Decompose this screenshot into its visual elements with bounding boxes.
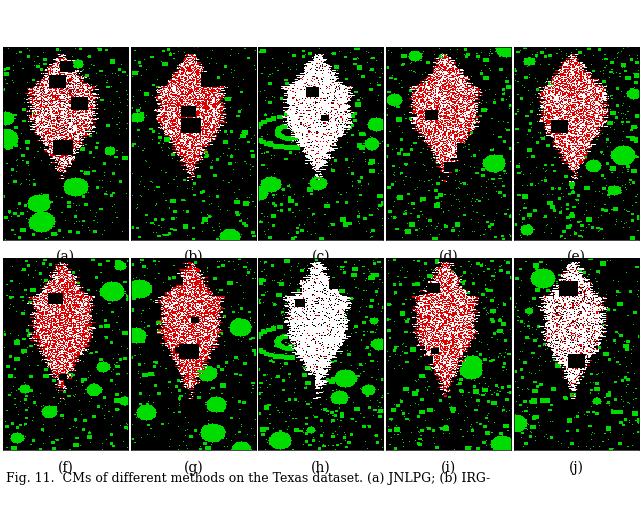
- Text: (d): (d): [438, 249, 458, 264]
- Text: (c): (c): [312, 249, 330, 264]
- Text: (g): (g): [184, 460, 204, 474]
- Text: (i): (i): [441, 460, 456, 473]
- Text: (a): (a): [56, 249, 76, 264]
- Text: (f): (f): [58, 460, 74, 473]
- Text: Fig. 11.  CMs of different methods on the Texas dataset. (a) JNLPG; (b) IRG-: Fig. 11. CMs of different methods on the…: [6, 471, 491, 484]
- Text: (e): (e): [566, 249, 586, 264]
- Text: (b): (b): [184, 249, 203, 264]
- Text: (j): (j): [569, 460, 584, 474]
- Text: (h): (h): [311, 460, 331, 473]
